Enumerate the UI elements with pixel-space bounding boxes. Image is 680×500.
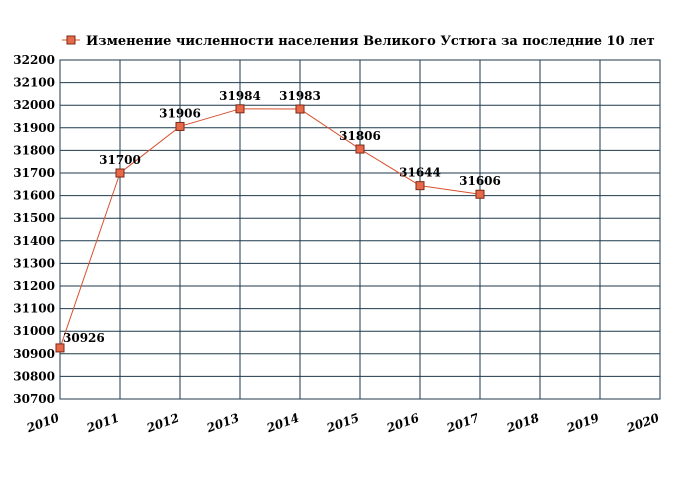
- legend: Изменение численности населения Великого…: [62, 34, 655, 49]
- y-tick-label: 31200: [13, 279, 55, 293]
- plot-border: [59, 59, 661, 400]
- data-label: 31806: [339, 129, 381, 143]
- x-tick-label: 2011: [84, 411, 121, 436]
- y-tick-label: 32000: [13, 98, 55, 112]
- y-tick-label: 31400: [13, 234, 55, 248]
- data-point: [55, 343, 65, 353]
- x-tick-label: 2020: [624, 410, 662, 435]
- y-tick-label: 30900: [13, 347, 55, 361]
- data-point: [115, 168, 125, 178]
- y-tick-label: 31000: [13, 324, 55, 338]
- y-tick-label: 31900: [13, 121, 55, 135]
- data-point: [475, 189, 485, 199]
- legend-marker: [66, 35, 76, 45]
- legend-label: Изменение численности населения Великого…: [86, 34, 655, 49]
- data-label: 31906: [159, 106, 201, 120]
- y-tick-label: 30800: [13, 369, 55, 383]
- data-label: 31700: [99, 153, 141, 167]
- y-tick-label: 32100: [13, 76, 55, 90]
- y-tick-label: 32200: [13, 53, 55, 67]
- x-tick-label: 2017: [444, 410, 482, 435]
- x-tick-label: 2018: [504, 410, 542, 435]
- data-label: 31606: [459, 174, 501, 188]
- y-tick-label: 31600: [13, 189, 55, 203]
- data-point: [295, 104, 305, 114]
- series: [55, 104, 485, 353]
- x-tick-label: 2013: [204, 411, 241, 436]
- x-tick-label: 2016: [384, 410, 422, 435]
- x-tick-label: 2019: [564, 410, 602, 435]
- data-point: [415, 181, 425, 191]
- data-label: 31983: [279, 89, 321, 103]
- data-label: 31984: [219, 89, 261, 103]
- x-tick-label: 2014: [264, 411, 301, 436]
- y-tick-label: 30700: [13, 392, 55, 406]
- data-point: [175, 121, 185, 131]
- data-label: 30926: [63, 331, 105, 345]
- data-point: [235, 104, 245, 114]
- grid: [59, 59, 661, 400]
- y-tick-label: 31800: [13, 143, 55, 157]
- x-tick-label: 2015: [324, 411, 361, 436]
- y-tick-label: 31100: [13, 302, 55, 316]
- data-point: [355, 144, 365, 154]
- data-labels: 30926 31700 31906 31984 31983 31806 31644 31606: [63, 89, 501, 345]
- y-tick-label: 31300: [13, 256, 55, 270]
- y-tick-label: 31500: [13, 211, 55, 225]
- y-tick-label: 31700: [13, 166, 55, 180]
- x-axis-ticks: 2010 2011 2012 2013 2014 2015 2016 2017 2018 2019…: [24, 410, 662, 435]
- y-axis-ticks: 30700 30800 30900 31000 31100 31200 31300 31400…: [13, 53, 55, 406]
- data-label: 31644: [399, 166, 441, 180]
- x-tick-label: 2012: [144, 411, 181, 436]
- series-line: [59, 108, 481, 349]
- x-tick-label: 2010: [24, 410, 62, 435]
